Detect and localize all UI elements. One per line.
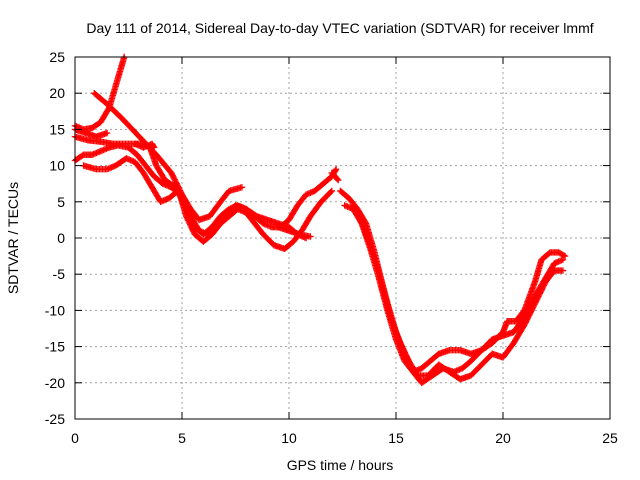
data-point: [307, 233, 314, 240]
data-point: [190, 221, 197, 228]
y-tick-label: 25: [49, 49, 65, 65]
axis-ticks: 0 5 10 15 20 25 -25 -20 -15 -10 -5 0 5 10 15 20 25: [45, 49, 618, 446]
y-tick-label: 5: [57, 194, 65, 210]
data-point: [187, 215, 195, 222]
y-tick-label: -20: [45, 375, 65, 391]
data-point: [353, 210, 361, 217]
series-1: [91, 90, 246, 224]
data-point: [187, 214, 194, 221]
data-point: [334, 175, 341, 183]
data-point: [561, 252, 569, 260]
data-point: [327, 188, 334, 196]
data-point: [355, 213, 362, 220]
series-9: [131, 140, 158, 151]
data-point: [335, 176, 342, 184]
data-point: [175, 190, 183, 197]
x-tick-label: 25: [602, 430, 618, 446]
data-point: [353, 209, 360, 216]
x-tick-label: 10: [281, 430, 297, 446]
data-point: [183, 207, 191, 214]
data-point: [332, 166, 340, 173]
data-point: [188, 216, 195, 224]
data-point: [238, 184, 246, 191]
data-series: [71, 53, 569, 386]
data-point: [176, 191, 183, 199]
data-point: [559, 267, 567, 274]
series-10: [275, 223, 314, 240]
data-point: [179, 198, 187, 206]
data-point: [177, 193, 184, 200]
x-tick-label: 20: [495, 430, 511, 446]
data-point: [190, 228, 197, 235]
data-point: [174, 187, 181, 195]
data-point: [184, 208, 191, 216]
data-point: [150, 144, 158, 151]
series-7: [350, 202, 569, 376]
grid-lines: [75, 57, 610, 419]
y-tick-label: -5: [53, 266, 66, 282]
y-tick-label: -10: [45, 302, 65, 318]
data-point: [185, 211, 193, 218]
data-point: [355, 214, 363, 222]
data-point: [357, 218, 365, 226]
data-point: [182, 204, 189, 211]
data-point: [150, 143, 157, 150]
data-point: [177, 194, 185, 202]
data-point: [183, 205, 190, 213]
data-point: [354, 211, 362, 219]
data-point: [180, 200, 187, 207]
series-4: [80, 155, 340, 238]
chart-title: Day 111 of 2014, Sidereal Day-to-day VTE…: [86, 20, 593, 36]
data-point: [357, 217, 364, 224]
data-point: [350, 203, 358, 211]
data-point: [178, 196, 185, 203]
x-axis-label: GPS time / hours: [287, 457, 394, 473]
y-tick-label: 10: [49, 158, 65, 174]
data-point: [560, 252, 567, 259]
y-tick-label: -25: [45, 411, 65, 427]
data-point: [351, 206, 359, 213]
y-tick-label: 0: [57, 230, 65, 246]
data-point: [185, 210, 192, 217]
data-point: [328, 187, 335, 195]
data-point: [186, 212, 193, 220]
x-tick-label: 15: [388, 430, 404, 446]
data-point: [181, 203, 189, 210]
data-point: [181, 201, 188, 209]
data-point: [351, 205, 358, 212]
y-axis-label: SDTVAR / TECUs: [5, 182, 21, 294]
y-tick-label: -15: [45, 339, 65, 355]
x-tick-label: 5: [178, 430, 186, 446]
data-point: [356, 216, 363, 223]
series-11: [328, 169, 342, 184]
x-tick-label: 0: [71, 430, 79, 446]
data-point: [332, 167, 339, 174]
y-tick-label: 20: [49, 85, 65, 101]
data-point: [103, 129, 111, 137]
data-point: [175, 189, 182, 196]
data-point: [350, 202, 357, 209]
data-point: [352, 207, 360, 215]
data-point: [189, 218, 196, 225]
data-point: [189, 219, 197, 227]
y-tick-label: 15: [49, 121, 65, 137]
data-point: [179, 197, 186, 204]
